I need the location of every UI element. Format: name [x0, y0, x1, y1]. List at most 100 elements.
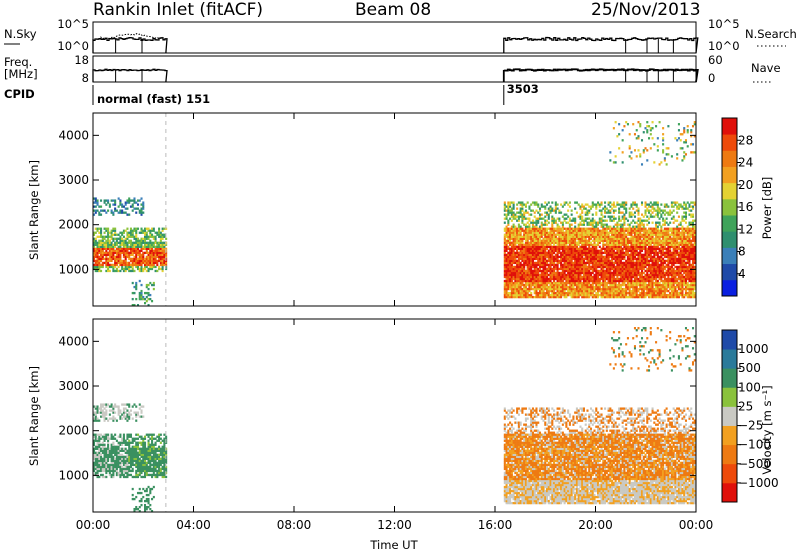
power-cell — [609, 209, 612, 212]
power-cell — [665, 247, 668, 251]
power-cell — [584, 263, 587, 267]
power-cell — [510, 233, 513, 236]
power-cell — [614, 253, 617, 257]
power-cell — [663, 283, 666, 287]
power-cell — [640, 241, 644, 244]
power-cell — [121, 251, 124, 255]
power-cell — [147, 245, 150, 248]
power-cell — [530, 237, 533, 240]
power-cell — [651, 229, 654, 232]
power-cell — [614, 293, 617, 297]
power-cell — [119, 231, 122, 234]
power-cell — [568, 229, 571, 232]
power-cell — [649, 233, 652, 236]
power-cell — [639, 221, 642, 224]
power-cell — [161, 253, 164, 257]
power-cell — [560, 203, 563, 206]
power-cell — [605, 265, 608, 269]
power-cell — [530, 291, 533, 295]
power-cell — [621, 229, 624, 232]
power-cell — [612, 247, 615, 251]
power-cell — [531, 229, 534, 232]
power-cell — [524, 225, 527, 228]
power-cell — [551, 259, 554, 263]
power-cell — [547, 285, 550, 289]
power-cell — [574, 271, 577, 275]
power-cell — [521, 267, 524, 271]
power-cell — [556, 283, 559, 287]
power-cell — [672, 293, 675, 297]
power-cell — [623, 217, 626, 220]
power-cell — [607, 289, 610, 293]
power-cell — [676, 231, 679, 234]
power-cell — [616, 279, 619, 283]
power-cell — [514, 213, 517, 216]
power-cell — [628, 155, 631, 158]
power-cell — [542, 217, 545, 220]
power-cell — [628, 233, 631, 236]
power-cell — [581, 229, 584, 232]
power-cell — [145, 233, 148, 236]
power-cell — [644, 285, 647, 289]
power-cell — [639, 227, 642, 230]
power-cell — [612, 227, 615, 230]
power-cell — [618, 223, 621, 226]
power-cell — [575, 257, 578, 261]
power-cell — [662, 263, 665, 267]
power-cell — [649, 283, 652, 287]
power-cell — [579, 279, 582, 283]
power-cell — [644, 259, 647, 263]
power-cell — [637, 213, 640, 216]
power-cell — [579, 257, 582, 261]
power-cell — [640, 263, 644, 267]
power-cell — [667, 283, 670, 287]
power-cell — [533, 281, 536, 285]
power-cell — [616, 247, 619, 251]
power-cell — [105, 227, 108, 230]
power-cell — [152, 265, 155, 269]
power-cell — [600, 275, 603, 279]
power-cell — [154, 247, 157, 251]
power-cell — [637, 121, 640, 124]
power-cell — [612, 285, 615, 289]
power-cell — [619, 259, 622, 263]
power-cell — [144, 297, 147, 301]
power-cell — [512, 235, 515, 238]
power-cell — [618, 217, 621, 220]
power-cell — [609, 245, 612, 248]
power-cell — [561, 263, 564, 267]
power-cell — [609, 275, 612, 279]
power-cell — [565, 231, 568, 234]
power-cell — [604, 273, 607, 277]
power-cell — [677, 203, 680, 206]
power-cell — [635, 283, 638, 287]
power-cell — [607, 243, 610, 246]
power-cell — [595, 257, 598, 261]
power-cell — [570, 263, 573, 267]
power-cell — [662, 231, 665, 234]
power-cell — [605, 207, 608, 210]
power-cell — [568, 231, 571, 234]
power-cell — [507, 265, 510, 269]
power-cell — [551, 269, 554, 273]
power-cell — [640, 281, 644, 285]
power-cell — [656, 239, 659, 242]
power-cell — [593, 287, 596, 291]
power-cell — [538, 213, 542, 216]
power-cell — [598, 245, 601, 248]
power-cell — [630, 239, 633, 242]
power-cell — [630, 229, 633, 232]
power-cell — [582, 229, 585, 232]
power-cell — [503, 281, 506, 285]
power-cell — [598, 235, 601, 238]
power-cell — [568, 225, 571, 228]
power-cell — [651, 245, 654, 248]
power-cell — [528, 295, 531, 299]
power-cell — [519, 203, 522, 206]
power-cell — [575, 249, 578, 253]
power-cell — [633, 235, 636, 238]
power-cell — [651, 257, 654, 261]
power-cell — [528, 273, 531, 277]
power-cell — [574, 289, 577, 293]
power-cell — [639, 295, 642, 299]
